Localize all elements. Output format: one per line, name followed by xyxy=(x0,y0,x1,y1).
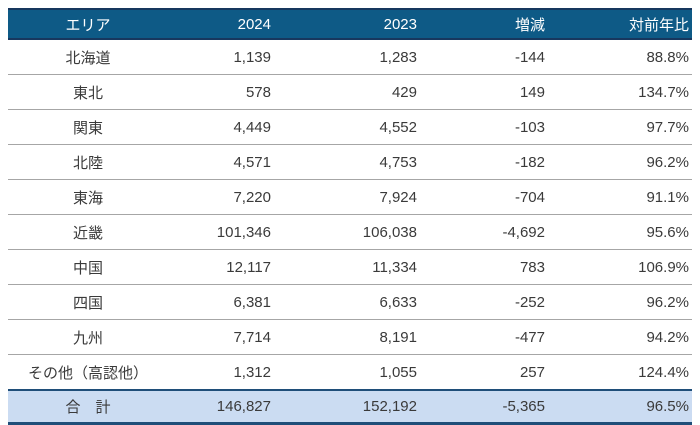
cell-2023-value: 1,055 xyxy=(280,354,426,390)
column-header-diff: 増減 xyxy=(426,8,554,40)
cell-yoy-ratio-value: 96.2% xyxy=(554,284,692,320)
total-diff-value: -5,365 xyxy=(426,389,554,425)
cell-2023-value: 11,334 xyxy=(280,249,426,285)
cell-yoy-ratio-value: 95.6% xyxy=(554,214,692,250)
cell-2023-value: 7,924 xyxy=(280,179,426,215)
area-comparison-table: エリア 2024 2023 増減 対前年比 北海道 1,139 1,283 -144 8… xyxy=(8,8,692,425)
table-row: 東海 7,220 7,924 -704 91.1% xyxy=(8,179,692,215)
cell-diff-value: -477 xyxy=(426,319,554,355)
cell-2023-value: 4,753 xyxy=(280,144,426,180)
cell-2023-value: 1,283 xyxy=(280,39,426,75)
table-row: 東北 578 429 149 134.7% xyxy=(8,74,692,110)
cell-yoy-ratio-value: 88.8% xyxy=(554,39,692,75)
column-header-area: エリア xyxy=(8,8,168,40)
total-2024-value: 146,827 xyxy=(168,389,280,425)
table-row: 近畿 101,346 106,038 -4,692 95.6% xyxy=(8,214,692,250)
table-row: 北陸 4,571 4,753 -182 96.2% xyxy=(8,144,692,180)
table-body: 北海道 1,139 1,283 -144 88.8% 東北 578 429 149 134.7% 関… xyxy=(8,39,692,390)
cell-yoy-ratio-value: 96.2% xyxy=(554,144,692,180)
cell-area-label: 東海 xyxy=(8,179,168,215)
cell-2024-value: 4,571 xyxy=(168,144,280,180)
cell-yoy-ratio-value: 97.7% xyxy=(554,109,692,145)
cell-diff-value: -252 xyxy=(426,284,554,320)
total-2023-value: 152,192 xyxy=(280,389,426,425)
cell-2024-value: 6,381 xyxy=(168,284,280,320)
cell-area-label: 近畿 xyxy=(8,214,168,250)
cell-area-label: 北海道 xyxy=(8,39,168,75)
total-label: 合 計 xyxy=(8,389,168,425)
table-row: 九州 7,714 8,191 -477 94.2% xyxy=(8,319,692,355)
cell-yoy-ratio-value: 124.4% xyxy=(554,354,692,390)
cell-area-label: 九州 xyxy=(8,319,168,355)
cell-2023-value: 429 xyxy=(280,74,426,110)
cell-2024-value: 1,139 xyxy=(168,39,280,75)
cell-2024-value: 4,449 xyxy=(168,109,280,145)
cell-2024-value: 578 xyxy=(168,74,280,110)
cell-area-label: その他（高認他） xyxy=(8,354,168,390)
cell-diff-value: 257 xyxy=(426,354,554,390)
cell-diff-value: -4,692 xyxy=(426,214,554,250)
cell-yoy-ratio-value: 134.7% xyxy=(554,74,692,110)
cell-2023-value: 8,191 xyxy=(280,319,426,355)
cell-area-label: 中国 xyxy=(8,249,168,285)
cell-2024-value: 1,312 xyxy=(168,354,280,390)
cell-2023-value: 106,038 xyxy=(280,214,426,250)
table-row: 北海道 1,139 1,283 -144 88.8% xyxy=(8,39,692,75)
cell-2024-value: 7,714 xyxy=(168,319,280,355)
total-row: 合 計 146,827 152,192 -5,365 96.5% xyxy=(8,389,692,425)
column-header-2023: 2023 xyxy=(280,8,426,40)
table-row: 四国 6,381 6,633 -252 96.2% xyxy=(8,284,692,320)
cell-area-label: 四国 xyxy=(8,284,168,320)
cell-2024-value: 12,117 xyxy=(168,249,280,285)
column-header-2024: 2024 xyxy=(168,8,280,40)
cell-diff-value: -103 xyxy=(426,109,554,145)
table-row: 中国 12,117 11,334 783 106.9% xyxy=(8,249,692,285)
cell-diff-value: -144 xyxy=(426,39,554,75)
cell-diff-value: -704 xyxy=(426,179,554,215)
header-row: エリア 2024 2023 増減 対前年比 xyxy=(8,8,692,40)
cell-yoy-ratio-value: 94.2% xyxy=(554,319,692,355)
cell-yoy-ratio-value: 106.9% xyxy=(554,249,692,285)
cell-2024-value: 7,220 xyxy=(168,179,280,215)
column-header-yoy-ratio: 対前年比 xyxy=(554,8,692,40)
cell-area-label: 関東 xyxy=(8,109,168,145)
cell-2023-value: 4,552 xyxy=(280,109,426,145)
cell-diff-value: -182 xyxy=(426,144,554,180)
cell-yoy-ratio-value: 91.1% xyxy=(554,179,692,215)
cell-2023-value: 6,633 xyxy=(280,284,426,320)
cell-diff-value: 783 xyxy=(426,249,554,285)
table-row: その他（高認他） 1,312 1,055 257 124.4% xyxy=(8,354,692,390)
cell-area-label: 北陸 xyxy=(8,144,168,180)
cell-2024-value: 101,346 xyxy=(168,214,280,250)
cell-diff-value: 149 xyxy=(426,74,554,110)
cell-area-label: 東北 xyxy=(8,74,168,110)
total-yoy-ratio-value: 96.5% xyxy=(554,389,692,425)
table-row: 関東 4,449 4,552 -103 97.7% xyxy=(8,109,692,145)
